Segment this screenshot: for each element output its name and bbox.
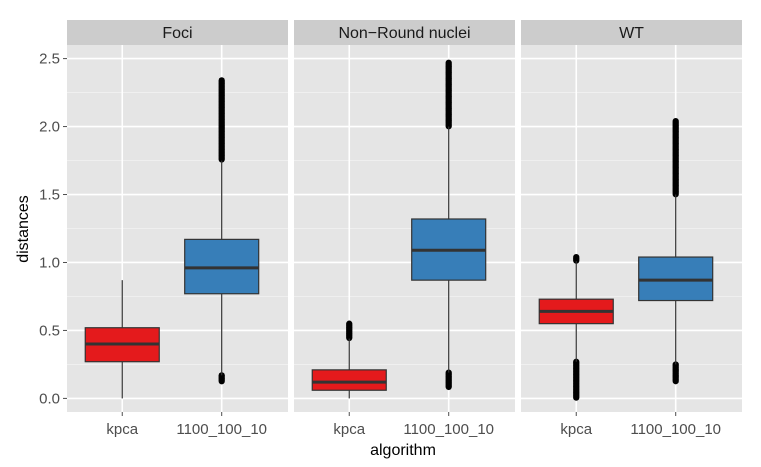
facet-strip	[521, 20, 742, 45]
facets: Foci kpca 1100_100_10 Non−Round nuclei kpca 1…	[67, 20, 742, 438]
facet-strip-label: WT	[619, 25, 644, 42]
facet-strip-label: Foci	[162, 25, 192, 42]
facet-0: Foci kpca 1100_100_10	[67, 20, 288, 438]
outlier-point	[672, 191, 679, 198]
x-tick-label: kpca	[333, 421, 365, 438]
outlier-point	[573, 257, 580, 264]
outlier-point	[218, 378, 225, 385]
y-tick-label: 1.5	[39, 187, 60, 204]
y-axis-title: distances	[15, 195, 32, 263]
outlier-point	[445, 123, 452, 130]
y-tick-label: 1.0	[39, 254, 60, 271]
box-kpca	[311, 320, 387, 399]
outlier-point	[218, 156, 225, 163]
x-axis-title: algorithm	[370, 442, 436, 459]
outlier-point	[573, 394, 580, 401]
x-tick-label: kpca	[560, 421, 592, 438]
y-tick-label: 0.0	[39, 390, 60, 407]
box-kpca	[538, 253, 614, 401]
facet-strip	[67, 20, 288, 45]
x-tick-label: kpca	[106, 421, 138, 438]
box-1100_100_10	[638, 118, 714, 385]
outlier-point	[672, 378, 679, 385]
y-tick-label: 2.5	[39, 51, 60, 68]
box-body	[311, 369, 387, 391]
outlier-point	[445, 383, 452, 391]
facet-2: WT kpca 1100_100_10	[521, 20, 742, 438]
box-1100_100_10	[411, 59, 487, 391]
y-tick-label: 2.0	[39, 119, 60, 136]
facet-strip-label: Non−Round nuclei	[338, 25, 470, 42]
facet-1: Non−Round nuclei kpca 1100_100_10	[294, 20, 515, 438]
x-tick-label: 1100_100_10	[176, 421, 267, 438]
y-axis: 0.0 0.5 1.0 1.5 2.0 2.5	[39, 51, 67, 407]
y-tick-label: 0.5	[39, 322, 60, 339]
outlier-point	[346, 334, 353, 342]
box-kpca	[84, 280, 160, 399]
x-tick-label: 1100_100_10	[630, 421, 721, 438]
x-tick-label: 1100_100_10	[403, 421, 494, 438]
facet-strip	[294, 20, 515, 45]
box-1100_100_10	[184, 77, 260, 385]
